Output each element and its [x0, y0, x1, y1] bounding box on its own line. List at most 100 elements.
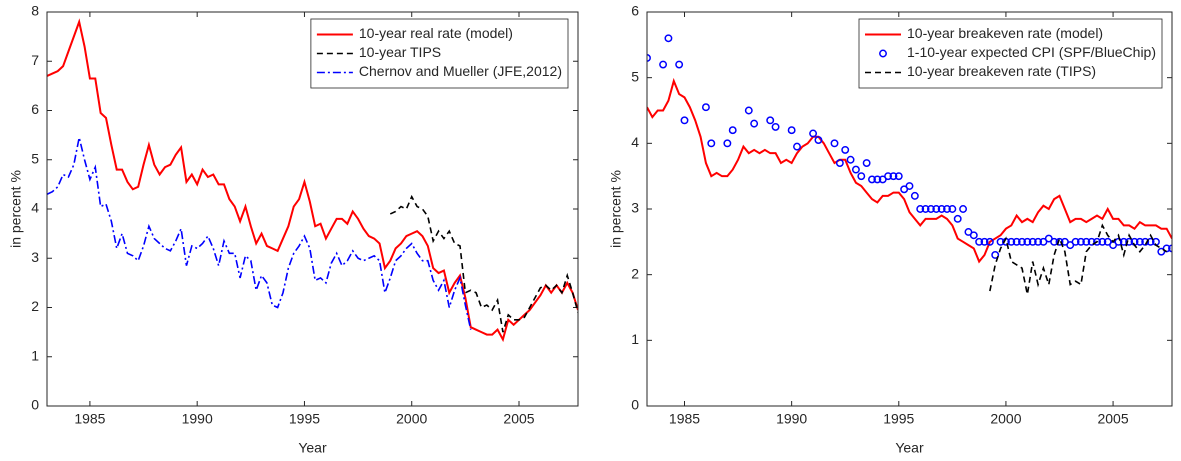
data-point	[750, 119, 759, 128]
data-point	[948, 205, 957, 213]
data-point	[1055, 237, 1064, 246]
y-tick-label: 2	[31, 298, 39, 314]
data-point	[1135, 237, 1144, 246]
y-tick-label: 6	[31, 101, 39, 117]
data-point	[1076, 237, 1085, 246]
data-point	[841, 145, 850, 154]
data-point	[857, 172, 866, 181]
data-point	[889, 172, 898, 181]
chart: 1985 1990 1995 2000 2005 0 1 2 3 4 5 6 7 8 Year in perc…	[8, 3, 579, 456]
y-tick-label: 6	[631, 3, 639, 19]
x-tick-label: 1995	[883, 411, 914, 427]
data-point	[953, 214, 962, 223]
data-point	[707, 139, 716, 148]
y-tick-label: 1	[631, 331, 639, 347]
data-point	[851, 165, 860, 174]
series-line	[47, 18, 578, 343]
legend-marker	[879, 49, 887, 58]
data-point	[680, 116, 689, 125]
legend-box	[858, 18, 1163, 89]
data-point	[675, 60, 684, 69]
chart: 1985 1990 1995 2000 2005 0 1 2 3 4 5 6 Year in percen…	[608, 3, 1173, 456]
data-point	[1098, 237, 1107, 246]
data-point	[814, 136, 823, 145]
data-point	[701, 103, 710, 112]
data-point	[980, 237, 989, 246]
data-point	[937, 205, 946, 213]
y-tick-label: 1	[31, 347, 39, 363]
y-tick-label: 5	[31, 150, 39, 166]
data-point	[846, 155, 855, 164]
y-tick-label: 5	[631, 68, 639, 84]
data-point	[1082, 237, 1091, 246]
legend-label: 1-10-year expected CPI (SPF/BlueChip)	[907, 44, 1156, 60]
x-axis-label: Year	[895, 440, 924, 456]
legend: 10-year real rate (model) 10-year TIPS Che…	[310, 18, 569, 89]
x-tick-label: 1995	[289, 411, 320, 427]
data-point	[894, 172, 903, 181]
data-point	[1141, 237, 1150, 246]
data-point	[835, 159, 844, 167]
series-line	[647, 77, 1172, 264]
y-tick-label: 8	[31, 3, 39, 19]
data-point	[1050, 237, 1059, 246]
data-point	[809, 129, 818, 138]
x-tick-label: 2005	[503, 411, 534, 427]
series-line	[389, 194, 578, 333]
data-point	[932, 205, 941, 213]
legend-label: 10-year TIPS	[359, 44, 441, 60]
y-tick-label: 2	[631, 265, 639, 281]
data-point	[1168, 244, 1172, 253]
data-point	[723, 139, 732, 148]
data-point	[659, 60, 668, 69]
axes-box	[46, 11, 579, 407]
x-tick-label: 1985	[669, 411, 700, 427]
legend-box	[310, 18, 569, 89]
data-point	[991, 251, 1000, 259]
data-point	[1028, 237, 1037, 246]
y-tick-label: 3	[31, 249, 39, 265]
x-tick-label: 1985	[74, 411, 105, 427]
series-line	[47, 137, 472, 330]
data-point	[1087, 237, 1096, 246]
data-point	[868, 175, 876, 184]
legend: 10-year breakeven rate (model) 1-10-year …	[858, 18, 1163, 89]
y-tick-label: 3	[631, 200, 639, 216]
legend-label: 10-year breakeven rate (TIPS)	[907, 63, 1096, 79]
data-point	[1034, 237, 1043, 246]
data-point	[884, 172, 893, 181]
x-tick-label: 1990	[182, 411, 213, 427]
data-point	[969, 231, 978, 240]
legend-label: 10-year breakeven rate (model)	[907, 25, 1103, 41]
data-point	[1023, 237, 1032, 246]
data-point	[728, 126, 737, 135]
data-point	[905, 182, 914, 190]
axes-box	[646, 11, 1173, 407]
data-point	[664, 34, 673, 43]
data-point	[787, 126, 796, 135]
data-point	[943, 205, 951, 213]
y-tick-label: 0	[631, 397, 639, 413]
data-point	[873, 175, 882, 184]
data-point	[1114, 237, 1123, 246]
plot-area	[47, 18, 578, 343]
x-tick-label: 2005	[1097, 411, 1128, 427]
data-point	[647, 54, 651, 62]
x-tick-label: 2000	[396, 411, 427, 427]
data-point	[1093, 237, 1101, 246]
data-point	[926, 205, 935, 213]
data-point	[1125, 237, 1134, 246]
y-tick-label: 0	[31, 397, 39, 413]
data-point	[771, 122, 780, 131]
data-point	[1071, 237, 1080, 246]
data-point	[959, 205, 968, 213]
legend-label: 10-year real rate (model)	[359, 25, 513, 41]
data-point	[830, 139, 839, 148]
x-tick-label: 1990	[776, 411, 807, 427]
data-point	[975, 237, 984, 246]
data-point	[910, 191, 919, 200]
data-point	[1012, 237, 1021, 246]
plot-area	[647, 34, 1172, 295]
y-tick-label: 7	[31, 52, 39, 68]
